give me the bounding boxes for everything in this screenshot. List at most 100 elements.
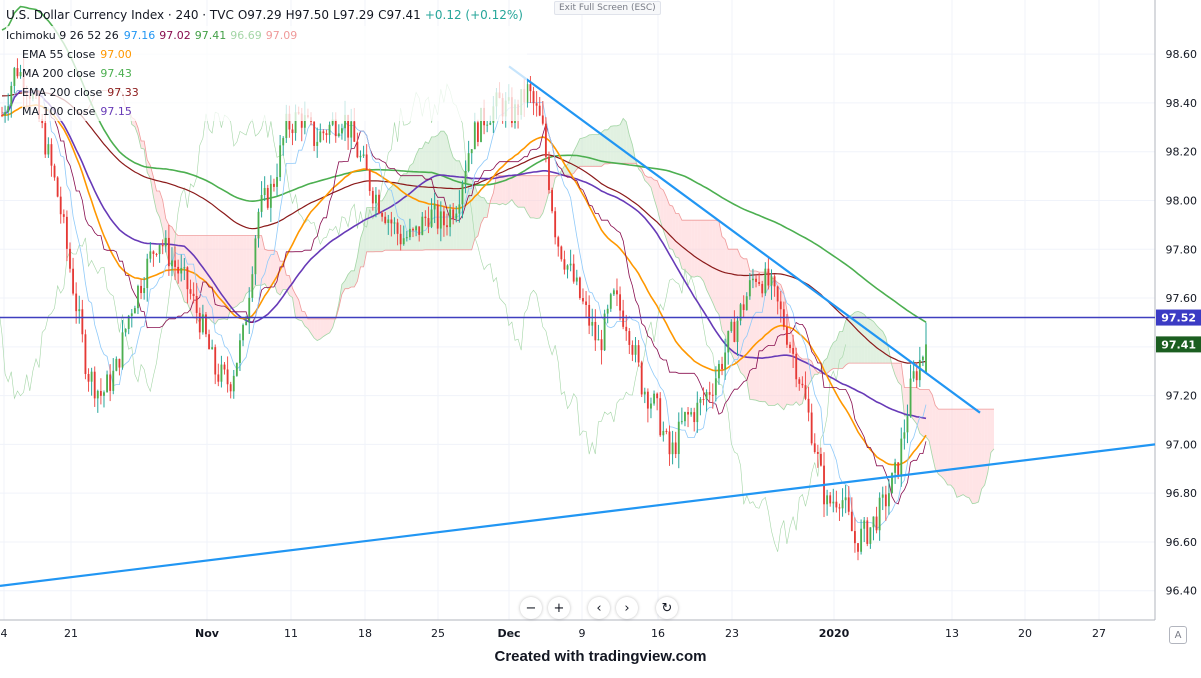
candle-body	[894, 462, 897, 473]
indicator-value: 97.41	[194, 29, 227, 42]
cloud-segment	[153, 176, 157, 211]
candle-body	[591, 321, 594, 326]
cloud-segment	[941, 409, 945, 480]
indicator-value: 97.16	[123, 29, 156, 42]
candle-body	[853, 531, 856, 544]
candle-body	[109, 374, 112, 391]
cloud-segment	[474, 185, 478, 239]
cloud-segment	[929, 389, 933, 456]
candle-body	[869, 527, 872, 544]
x-axis-tick-label: 2020	[819, 627, 850, 640]
zoom-in-button[interactable]: +	[548, 597, 570, 619]
candle-body	[186, 267, 189, 290]
candle-body	[535, 103, 538, 106]
cloud-segment	[311, 318, 315, 338]
reset-chart-button[interactable]: ↻	[656, 597, 678, 619]
y-axis-tick-label: 98.60	[1166, 48, 1198, 61]
cloud-segment	[527, 175, 531, 218]
y-axis-tick-label: 98.40	[1166, 97, 1198, 110]
cloud-segment	[595, 134, 599, 167]
cloud-segment	[499, 175, 503, 205]
cloud-segment	[601, 129, 605, 167]
cloud-segment	[706, 220, 710, 297]
cloud-segment	[298, 299, 302, 321]
candle-body	[72, 268, 75, 294]
scroll-right-button[interactable]: ›	[616, 597, 638, 619]
exit-fullscreen-button[interactable]: Exit Full Screen (ESC)	[554, 1, 661, 15]
cloud-segment	[725, 239, 729, 349]
auto-scale-button[interactable]: A	[1169, 626, 1187, 644]
candle-body	[480, 107, 482, 142]
candle-body	[53, 165, 56, 178]
cloud-segment	[360, 229, 364, 267]
candle-body	[75, 293, 78, 312]
cloud-segment	[684, 220, 689, 274]
indicator-legend-row[interactable]: EMA 55 close 97.00	[22, 45, 527, 64]
candle-body	[130, 313, 133, 316]
candle-body	[334, 119, 337, 137]
cloud-segment	[978, 409, 982, 502]
candle-body	[891, 472, 893, 494]
candle-body	[733, 321, 736, 342]
candle-body	[13, 68, 16, 86]
candle-body	[158, 244, 161, 255]
cloud-segment	[718, 221, 723, 331]
candle-body	[702, 399, 705, 401]
candle-body	[727, 331, 730, 353]
cloud-segment	[369, 207, 373, 252]
candle-body	[399, 233, 402, 245]
candle-body	[878, 497, 881, 531]
candle-body	[205, 314, 207, 335]
candle-body	[121, 332, 124, 368]
cloud-segment	[511, 175, 515, 205]
candle-body	[884, 494, 887, 507]
cloud-segment	[765, 272, 769, 406]
candle-body	[288, 113, 291, 130]
indicator-legend-row[interactable]: EMA 200 close 97.33	[22, 83, 527, 102]
candle-body	[103, 392, 105, 396]
cloud-segment	[895, 363, 899, 383]
candle-body	[337, 133, 340, 137]
indicator-legend-row[interactable]: Ichimoku 9 26 52 26 97.16 97.02 97.41 96.69 9…	[6, 26, 527, 45]
candle-body	[285, 113, 288, 139]
candle-body	[341, 128, 343, 134]
candle-body	[544, 123, 547, 157]
zoom-out-button[interactable]: −	[520, 597, 542, 619]
candle-body	[430, 209, 433, 227]
x-axis-tick-label: 18	[358, 627, 372, 640]
scroll-left-button[interactable]: ‹	[588, 597, 610, 619]
candle-body	[622, 310, 625, 327]
cloud-segment	[592, 134, 596, 167]
candle-body	[745, 296, 748, 311]
candle-body	[755, 278, 757, 282]
candle-body	[813, 443, 816, 452]
indicator-legend-row[interactable]: MA 200 close 97.43	[22, 64, 527, 83]
cloud-segment	[743, 258, 747, 381]
candle-body	[906, 416, 909, 433]
cloud-segment	[882, 331, 886, 364]
candle-body	[211, 347, 214, 350]
candle-body	[350, 121, 353, 138]
candle-body	[548, 156, 550, 191]
candle-body	[368, 170, 371, 191]
cloud-segment	[740, 256, 744, 376]
cloud-segment	[227, 235, 231, 320]
cloud-segment	[178, 235, 182, 292]
indicator-legend-row[interactable]: MA 100 close 97.15	[22, 102, 527, 121]
cloud-segment	[323, 318, 327, 337]
candle-body	[609, 294, 612, 309]
candle-body	[149, 251, 152, 259]
candle-body	[625, 326, 628, 332]
candle-body	[115, 358, 118, 371]
x-axis-tick-label: 16	[651, 627, 665, 640]
candle-body	[10, 85, 13, 107]
candle-body	[161, 244, 164, 247]
cloud-segment	[508, 175, 512, 203]
candle-body	[582, 298, 584, 302]
candle-body	[19, 71, 22, 77]
candle-body	[470, 149, 473, 154]
descending-trend-line	[508, 65, 981, 414]
candle-body	[628, 331, 631, 345]
candle-body	[844, 497, 847, 501]
